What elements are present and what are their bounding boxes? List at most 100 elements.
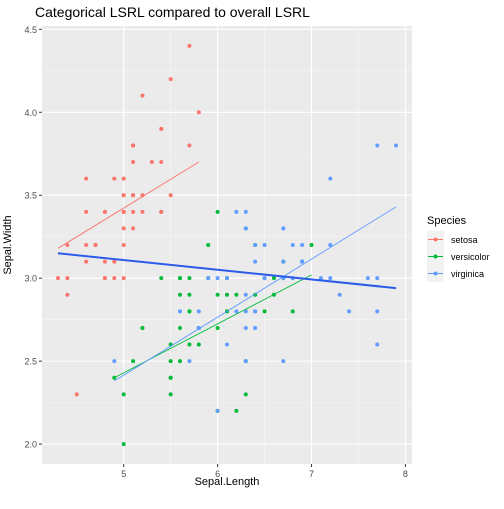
point-virginica: [375, 143, 380, 148]
y-tick-label: 3.5: [24, 191, 37, 201]
point-virginica: [234, 209, 239, 214]
legend-label-setosa: setosa: [451, 235, 478, 245]
chart-title: Categorical LSRL compared to overall LSR…: [35, 4, 310, 20]
y-tick-label: 4.5: [24, 25, 37, 35]
point-virginica: [281, 359, 286, 364]
y-tick-label: 2.0: [24, 440, 37, 450]
point-versicolor: [121, 442, 126, 447]
point-versicolor: [178, 359, 183, 364]
x-tick-label: 7: [309, 469, 314, 479]
point-versicolor: [178, 276, 183, 281]
point-setosa: [168, 193, 173, 198]
y-tick-label: 3.0: [24, 274, 37, 284]
x-tick-label: 5: [121, 469, 126, 479]
point-setosa: [196, 110, 201, 115]
point-setosa: [131, 209, 136, 214]
point-setosa: [93, 243, 98, 247]
point-setosa: [131, 143, 136, 148]
point-setosa: [121, 176, 126, 181]
point-setosa: [121, 209, 126, 214]
point-versicolor: [225, 292, 229, 297]
point-setosa: [140, 93, 145, 98]
fit-line-virginica: [114, 206, 397, 382]
point-setosa: [112, 276, 117, 281]
point-virginica: [243, 309, 248, 314]
x-tick-label: 8: [403, 469, 408, 479]
point-virginica: [225, 342, 229, 347]
point-virginica: [300, 243, 305, 247]
point-virginica: [215, 276, 220, 281]
point-setosa: [65, 276, 70, 281]
point-versicolor: [187, 309, 192, 314]
point-virginica: [262, 243, 267, 247]
point-virginica: [281, 226, 286, 231]
y-tick-label: 4.0: [24, 108, 37, 118]
point-virginica: [347, 309, 352, 314]
overall-fit-line: [57, 252, 397, 290]
point-virginica: [262, 276, 267, 281]
y-axis: 2.0 2.5 3.0 3.5 4.0 4.5: [24, 25, 42, 450]
point-virginica: [253, 309, 258, 314]
point-versicolor: [178, 325, 183, 330]
point-virginica: [365, 276, 370, 281]
point-setosa: [55, 276, 60, 281]
point-versicolor: [168, 375, 173, 380]
point-virginica: [225, 276, 229, 281]
point-versicolor: [309, 243, 314, 247]
point-setosa: [140, 209, 145, 214]
x-axis-label: Sepal.Length: [195, 476, 260, 488]
point-setosa: [168, 77, 173, 82]
plot-panel: [42, 26, 412, 464]
point-virginica: [337, 292, 342, 297]
point-virginica: [253, 259, 258, 264]
point-versicolor: [234, 292, 239, 297]
point-virginica: [243, 359, 248, 364]
point-setosa: [84, 259, 89, 264]
point-virginica: [243, 226, 248, 231]
y-axis-label: Sepal.Width: [2, 215, 14, 274]
point-setosa: [121, 276, 126, 281]
point-virginica: [318, 276, 323, 281]
point-virginica: [253, 243, 258, 247]
legend-point-virginica: [433, 271, 438, 276]
point-versicolor: [234, 408, 239, 413]
point-setosa: [121, 226, 126, 231]
legend-label-versicolor: versicolor: [451, 252, 490, 262]
point-setosa: [112, 259, 117, 264]
point-setosa: [159, 126, 164, 131]
point-versicolor: [215, 209, 220, 214]
point-virginica: [243, 292, 248, 297]
point-virginica: [281, 259, 286, 264]
point-virginica: [253, 325, 258, 330]
point-versicolor: [121, 392, 126, 397]
legend-title: Species: [427, 215, 467, 227]
point-setosa: [187, 143, 192, 148]
x-axis: 5 6 7 8: [121, 464, 408, 479]
point-versicolor: [140, 325, 145, 330]
point-virginica: [290, 243, 295, 247]
point-setosa: [65, 292, 70, 297]
point-virginica: [300, 259, 305, 264]
point-versicolor: [196, 342, 201, 347]
point-setosa: [159, 160, 164, 165]
point-setosa: [159, 209, 164, 214]
point-virginica: [375, 309, 380, 314]
point-versicolor: [262, 309, 267, 314]
point-setosa: [131, 226, 136, 231]
point-virginica: [243, 209, 248, 214]
fit-lines: [57, 161, 397, 382]
point-setosa: [102, 259, 107, 264]
point-virginica: [328, 276, 333, 281]
x-tick-label: 6: [215, 469, 220, 479]
point-virginica: [206, 276, 211, 281]
point-setosa: [102, 209, 107, 214]
point-versicolor: [131, 359, 136, 364]
point-versicolor: [168, 359, 173, 364]
point-versicolor: [168, 392, 173, 397]
legend-label-virginica: virginica: [451, 269, 484, 279]
point-setosa: [84, 243, 89, 247]
point-virginica: [243, 325, 248, 330]
point-setosa: [187, 43, 192, 48]
point-versicolor: [290, 309, 295, 314]
